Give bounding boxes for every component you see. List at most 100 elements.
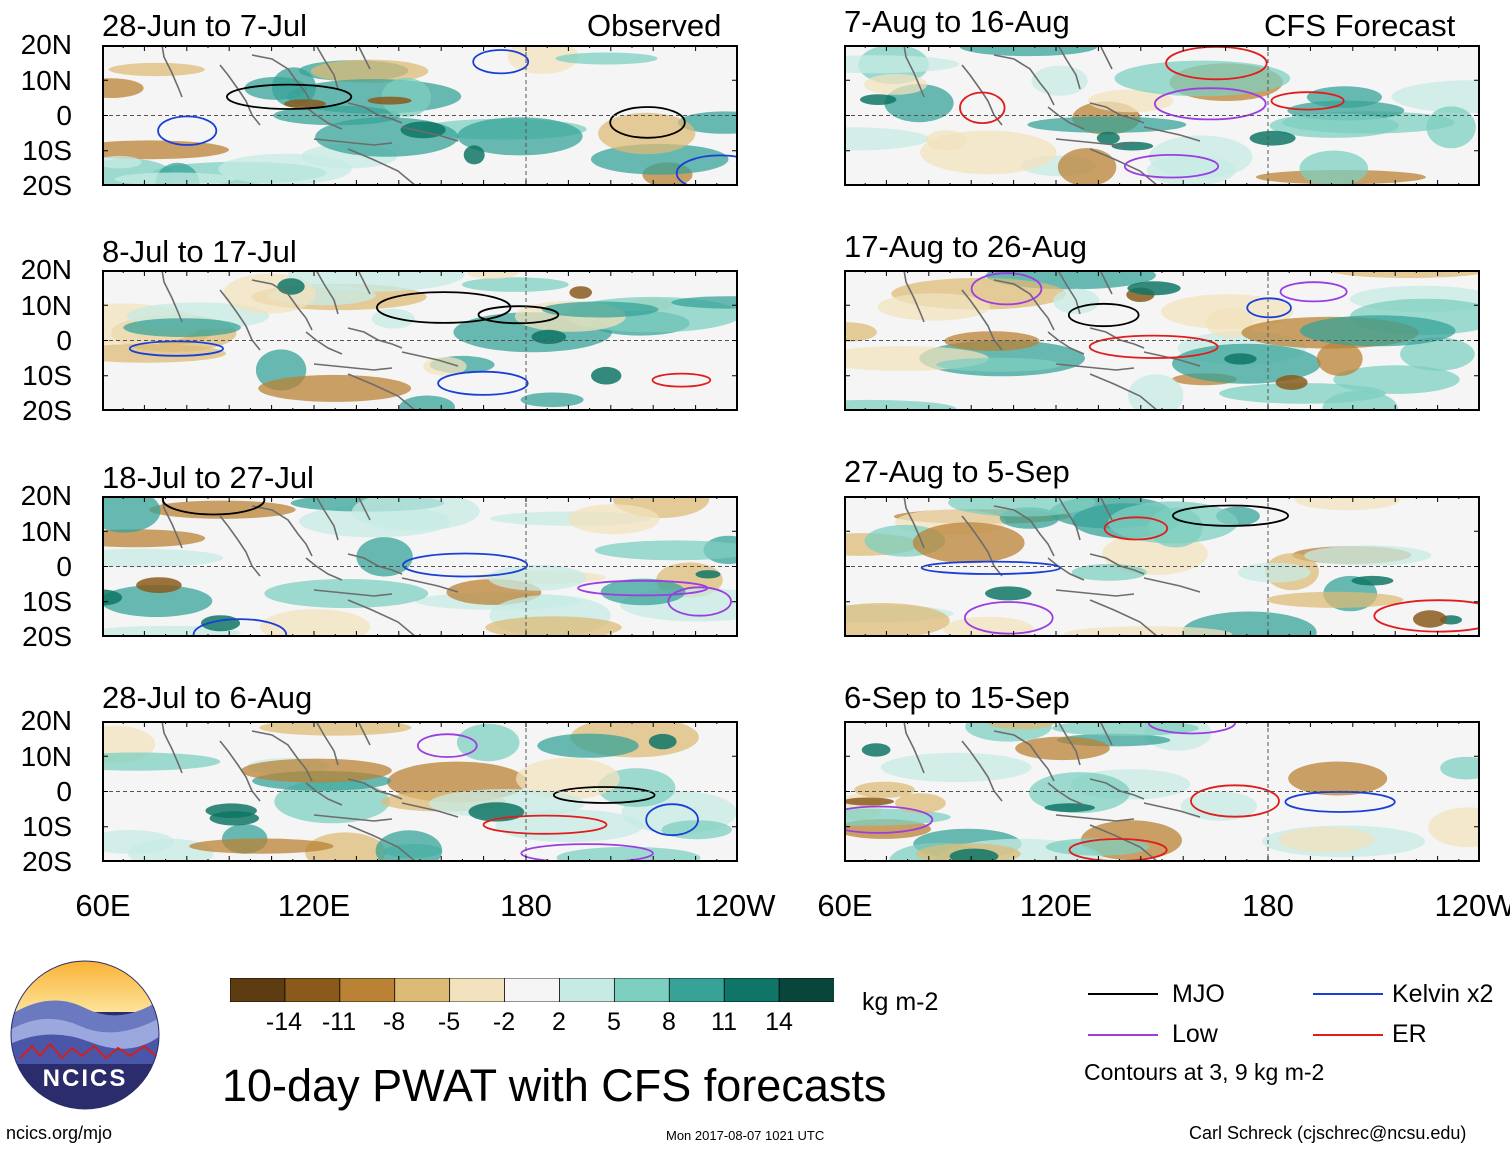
panel-date-range: 6-Sep to 15-Sep bbox=[844, 680, 1070, 715]
colorbar-tick-label: -8 bbox=[382, 1008, 406, 1036]
panel-date-range: 28-Jul to 6-Aug bbox=[102, 680, 313, 715]
panel-date-range: 7-Aug to 16-Aug bbox=[844, 4, 1070, 39]
panel-date-range: 28-Jun to 7-Jul bbox=[102, 8, 308, 43]
coastline bbox=[1047, 557, 1085, 581]
wave-contour bbox=[482, 814, 608, 835]
anomaly-shading bbox=[594, 540, 738, 561]
pwat-map-panel bbox=[844, 270, 1480, 411]
wave-contour bbox=[651, 372, 712, 388]
anomaly-shading bbox=[1031, 65, 1088, 96]
wave-contour bbox=[1190, 784, 1280, 818]
wave-contour bbox=[675, 154, 738, 186]
coastline bbox=[903, 496, 925, 549]
lon-tick: 60E bbox=[75, 888, 131, 923]
anomaly-shading bbox=[1299, 150, 1369, 186]
panel-date-range: 8-Jul to 17-Jul bbox=[102, 234, 297, 269]
anomaly-shading bbox=[283, 99, 326, 109]
coastline bbox=[1099, 270, 1113, 295]
anomaly-shading bbox=[844, 55, 960, 74]
anomaly-shading bbox=[463, 145, 485, 165]
anomaly-shading bbox=[877, 293, 991, 321]
anomaly-shading bbox=[1108, 501, 1238, 544]
legend-label-er: ER bbox=[1392, 1020, 1427, 1048]
wave-contour bbox=[402, 552, 529, 578]
coastline bbox=[313, 363, 393, 371]
coastline bbox=[357, 496, 371, 521]
coastline bbox=[1089, 148, 1159, 186]
panel-date-range: 17-Aug to 26-Aug bbox=[844, 229, 1088, 264]
anomaly-shading bbox=[315, 117, 459, 157]
anomaly-shading bbox=[1180, 791, 1258, 821]
coastline bbox=[161, 721, 183, 774]
pwat-map-panel bbox=[102, 270, 738, 411]
coastline bbox=[993, 505, 1055, 557]
anomaly-shading bbox=[1087, 89, 1174, 113]
cfs-forecast-title: CFS Forecast bbox=[1264, 8, 1456, 43]
anomaly-shading bbox=[1127, 281, 1181, 296]
anomaly-shading bbox=[1096, 131, 1120, 145]
anomaly-shading bbox=[1205, 307, 1254, 338]
wave-contour bbox=[1246, 297, 1292, 319]
anomaly-shading bbox=[1224, 353, 1257, 365]
coastline bbox=[401, 577, 459, 593]
coastline bbox=[1057, 45, 1081, 90]
wave-contour bbox=[472, 49, 530, 75]
colorbar-swatch bbox=[613, 977, 671, 1003]
coastline bbox=[993, 54, 1055, 106]
coastline bbox=[251, 54, 313, 106]
anomaly-shading bbox=[844, 797, 895, 806]
lat-tick: 0 bbox=[56, 551, 72, 582]
coastline bbox=[1089, 373, 1159, 411]
wave-contour bbox=[437, 370, 529, 396]
anomaly-shading bbox=[1299, 315, 1456, 347]
anomaly-shading bbox=[1440, 756, 1480, 780]
lat-tick: 10N bbox=[20, 65, 72, 96]
pwat-anomaly-map bbox=[844, 270, 1480, 411]
colorbar-tick-label: 2 bbox=[552, 1008, 566, 1036]
wave-contour bbox=[1088, 334, 1219, 359]
anomaly-shading bbox=[598, 112, 696, 155]
coastline bbox=[315, 270, 339, 315]
ncics-url[interactable]: ncics.org/mjo bbox=[6, 1123, 113, 1143]
anomaly-shading bbox=[695, 570, 721, 579]
lon-tick: 180 bbox=[500, 888, 552, 923]
wave-contour bbox=[552, 786, 656, 804]
lat-tick: 20N bbox=[20, 254, 72, 285]
wave-contour bbox=[477, 305, 560, 325]
coastline bbox=[251, 279, 313, 331]
anomaly-shading bbox=[936, 357, 1061, 372]
coastline bbox=[903, 721, 925, 774]
pwat-map-panel bbox=[844, 721, 1480, 862]
colorbar-tick-label: -5 bbox=[437, 1008, 461, 1036]
anomaly-shading bbox=[277, 278, 305, 295]
anomaly-shading bbox=[569, 286, 592, 299]
coastline bbox=[251, 730, 313, 782]
coastline bbox=[305, 557, 343, 581]
coastline bbox=[961, 64, 1003, 126]
colorbar-swatch bbox=[449, 977, 506, 1003]
lat-tick: 10S bbox=[22, 135, 72, 166]
colorbar-swatch bbox=[504, 977, 561, 1003]
main-title: 10-day PWAT with CFS forecasts bbox=[222, 1060, 887, 1111]
coastline bbox=[1055, 589, 1135, 597]
legend-label-kelvin: Kelvin x2 bbox=[1392, 980, 1494, 1008]
wave-contour bbox=[128, 340, 225, 357]
colorbar-unit: kg m-2 bbox=[862, 988, 939, 1016]
anomaly-shading bbox=[985, 721, 1057, 730]
anomaly-shading bbox=[567, 504, 660, 535]
coastline bbox=[219, 515, 261, 577]
anomaly-shading bbox=[1316, 341, 1363, 376]
coastline bbox=[313, 138, 393, 146]
coastline bbox=[1099, 721, 1113, 746]
anomaly-shading bbox=[102, 830, 175, 854]
coastline bbox=[347, 373, 417, 411]
lat-tick: 20S bbox=[22, 621, 72, 652]
coastline bbox=[315, 45, 339, 90]
coastline bbox=[219, 740, 261, 802]
lat-tick: 20N bbox=[20, 29, 72, 60]
coastline bbox=[993, 279, 1055, 331]
coastline bbox=[219, 64, 261, 126]
lat-tick: 0 bbox=[56, 325, 72, 356]
anomaly-shading bbox=[205, 803, 257, 818]
coastline bbox=[161, 496, 183, 549]
